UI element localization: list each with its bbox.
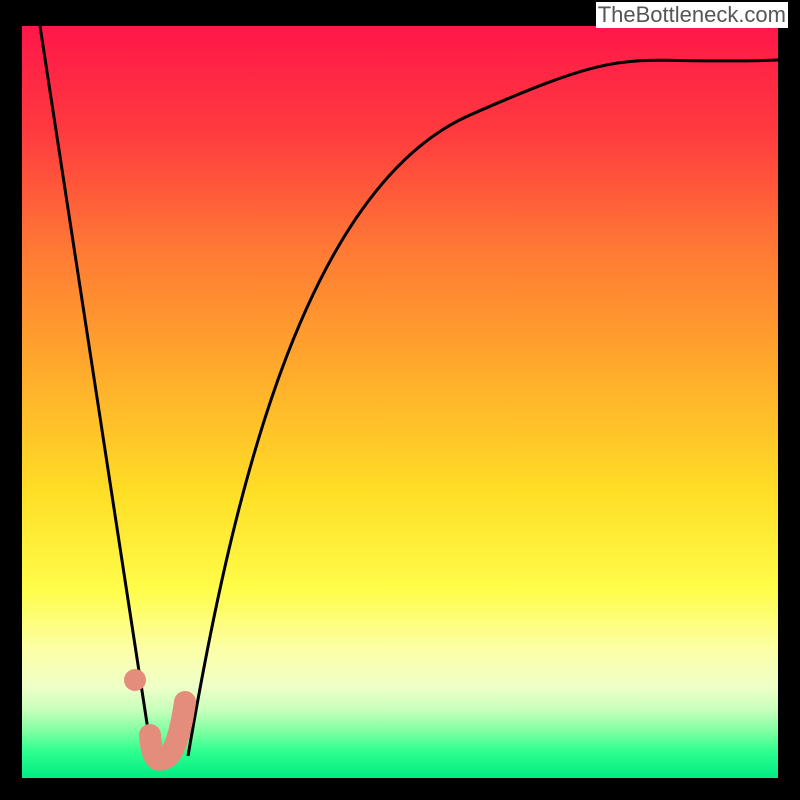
bottleneck-chart [0, 0, 800, 800]
marker-dot [124, 669, 146, 691]
watermark-text: TheBottleneck.com [596, 2, 788, 28]
chart-container: TheBottleneck.com [0, 0, 800, 800]
gradient-plot-area [22, 26, 778, 778]
